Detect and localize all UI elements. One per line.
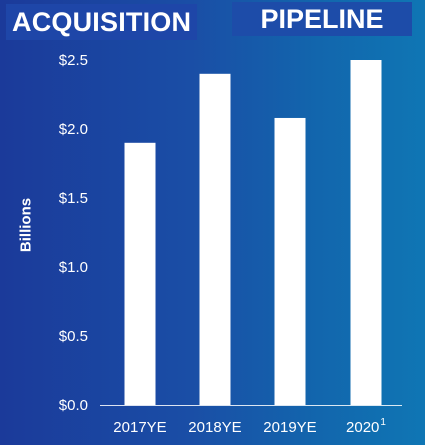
x-tick-label: 20201: [346, 417, 386, 436]
y-tick-label: $0.0: [59, 397, 88, 414]
x-tick-superscript: 1: [380, 417, 386, 428]
y-tick-label: $1.0: [59, 259, 88, 276]
bar-2018ye: [199, 73, 231, 406]
y-tick-label: $2.5: [59, 52, 88, 69]
chart-title-acquisition: ACQUISITION: [6, 4, 198, 40]
bar-2017ye: [124, 142, 156, 406]
y-tick-label: $0.5: [59, 328, 88, 345]
x-tick-label: 2018YE: [188, 419, 241, 436]
x-tick-label: 2017YE: [113, 419, 166, 436]
x-tick-label: 2019YE: [263, 419, 316, 436]
y-tick-label: $1.5: [59, 190, 88, 207]
chart-title-pipeline: PIPELINE: [232, 2, 412, 36]
y-tick-label: $2.0: [59, 121, 88, 138]
bar-2020: [350, 60, 382, 405]
bar-2019ye: [274, 117, 306, 406]
